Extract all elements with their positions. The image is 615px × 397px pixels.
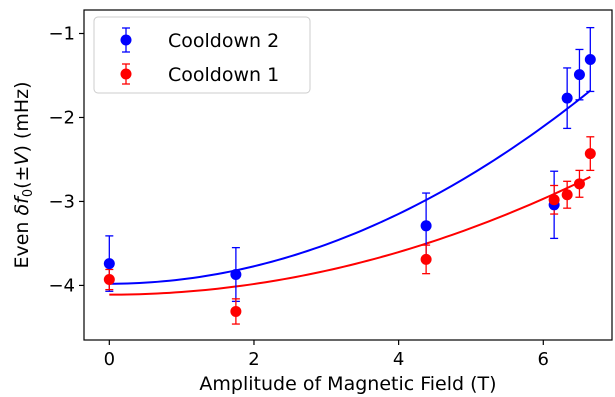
fit-curve-cooldown-2 (109, 89, 591, 285)
data-point-cooldown-1 (584, 148, 596, 160)
x-tick-label: 2 (248, 349, 259, 370)
plot-frame (83, 9, 613, 341)
data-point-cooldown-2 (561, 92, 573, 104)
x-axis-label: Amplitude of Magnetic Field (T) (199, 373, 496, 395)
data-point-cooldown-1 (230, 305, 242, 317)
x-tick-label: 0 (104, 349, 115, 370)
data-point-cooldown-1 (561, 189, 573, 201)
data-point-cooldown-1 (420, 253, 432, 265)
y-axis-label-suffix: ) (mHz) (11, 81, 33, 152)
data-point-cooldown-1 (548, 194, 560, 206)
data-point-cooldown-2 (230, 269, 242, 281)
y-tick-label: −2 (48, 107, 75, 128)
y-axis-label-symbol: δf (11, 194, 33, 216)
plot-area (83, 9, 613, 341)
y-axis-label-sub: 0 (21, 189, 36, 197)
x-tick-label: 4 (393, 349, 404, 370)
y-axis-label-mid: (± (11, 166, 33, 189)
y-axis-label: Even δf0(±V) (mHz) (11, 81, 36, 268)
data-point-cooldown-2 (103, 258, 115, 270)
y-axis-label-prefix: Even (11, 215, 33, 268)
legend-label-cooldown-1: Cooldown 1 (168, 64, 279, 86)
y-axis: −4 −3 −2 −1 (48, 24, 84, 296)
legend-entry-cooldown-2: Cooldown 2 (120, 27, 279, 53)
x-axis: 0 2 4 6 (104, 340, 549, 370)
legend-entry-cooldown-1: Cooldown 1 (120, 63, 279, 86)
fit-curve-cooldown-1 (109, 176, 591, 296)
legend: Cooldown 2 Cooldown 1 (93, 16, 311, 94)
data-point-cooldown-1 (103, 274, 115, 286)
y-tick-label: −1 (48, 24, 75, 45)
legend-box (93, 16, 311, 94)
x-tick-label: 6 (538, 349, 549, 370)
data-point-cooldown-2 (584, 54, 596, 66)
data-point-cooldown-2 (573, 69, 585, 81)
data-point-cooldown-1 (573, 178, 585, 190)
legend-marker-cooldown-1 (120, 68, 132, 80)
legend-label-cooldown-2: Cooldown 2 (168, 30, 279, 52)
y-tick-label: −4 (48, 275, 75, 296)
fit-curves (109, 89, 591, 296)
data-points (103, 54, 596, 317)
legend-marker-cooldown-2 (120, 34, 132, 46)
data-point-cooldown-2 (420, 220, 432, 232)
y-axis-label-var: V (11, 151, 33, 166)
y-tick-label: −3 (48, 191, 75, 212)
